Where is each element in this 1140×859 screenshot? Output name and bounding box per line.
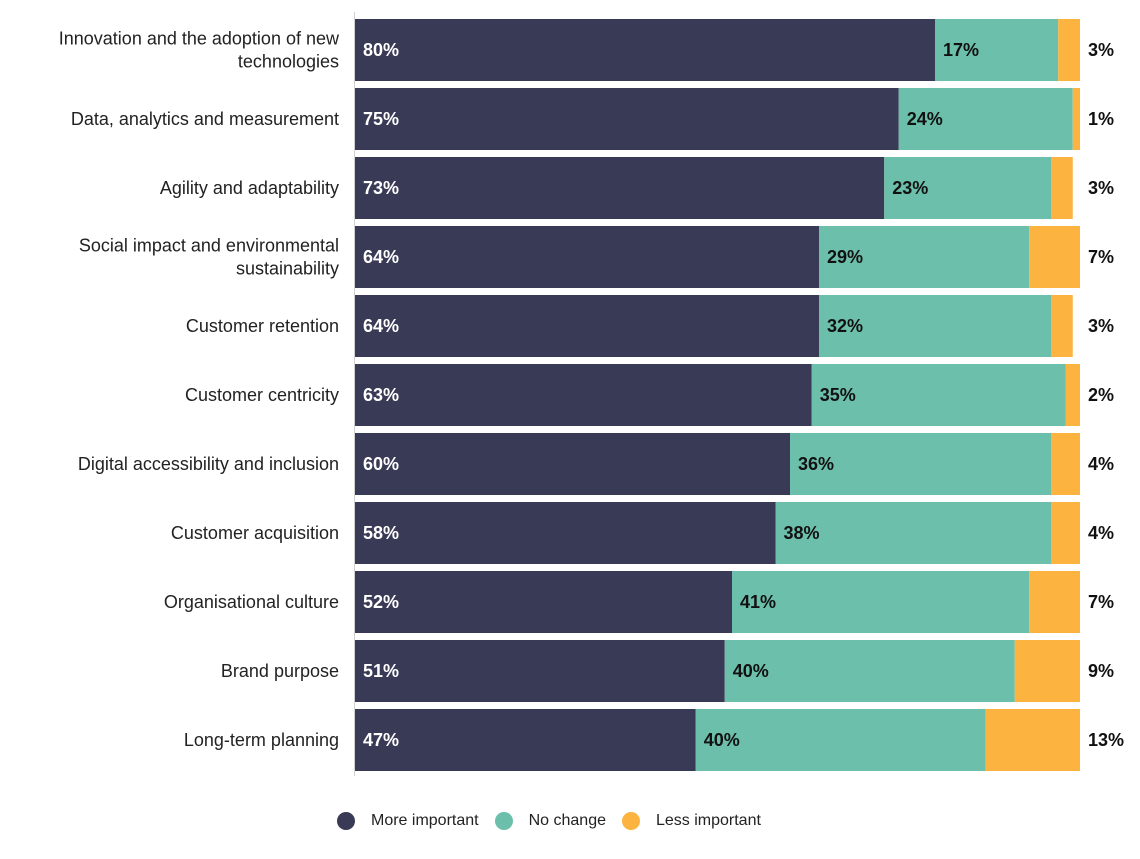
bar-segment-no-change [724, 640, 1015, 702]
bar-segment-more-important [355, 571, 732, 633]
category-label: Innovation and the adoption of new techno… [59, 29, 340, 72]
value-label-less-important: 4% [1088, 523, 1114, 543]
bar-segment-more-important [355, 364, 812, 426]
bar-segment-less-important [1029, 226, 1080, 288]
value-label-less-important: 9% [1088, 661, 1114, 681]
bar-segment-no-change [732, 571, 1030, 633]
value-label-no-change: 40% [733, 661, 769, 681]
value-label-more-important: 64% [363, 247, 399, 267]
value-label-no-change: 36% [798, 454, 834, 474]
value-label-more-important: 51% [363, 661, 399, 681]
value-label-less-important: 3% [1088, 316, 1114, 336]
value-label-no-change: 29% [827, 247, 863, 267]
value-label-less-important: 2% [1088, 385, 1114, 405]
bar-segment-less-important [1051, 295, 1073, 357]
bar-segment-more-important [355, 502, 776, 564]
stacked-bar-chart: 80% 17% 3% 75% 24% 1% 73% 23% 3% 64% 29% 7% 64% 32% 3%… [59, 12, 1124, 776]
bar-segment-more-important [355, 640, 725, 702]
value-label-more-important: 58% [363, 523, 399, 543]
value-label-less-important: 4% [1088, 454, 1114, 474]
legend-item-less-important[interactable]: Less important [621, 812, 761, 830]
bar-segment-more-important [355, 226, 819, 288]
value-label-no-change: 38% [784, 523, 820, 543]
legend-swatch [337, 812, 355, 830]
value-label-no-change: 41% [740, 592, 776, 612]
bar-segment-more-important [355, 157, 885, 219]
value-label-more-important: 75% [363, 109, 399, 129]
category-label: Brand purpose [221, 661, 339, 681]
bar-segment-more-important [355, 19, 935, 81]
legend-label: No change [528, 812, 606, 829]
category-label: Agility and adaptability [160, 178, 339, 198]
legend-swatch [621, 812, 640, 830]
value-label-no-change: 32% [827, 316, 863, 336]
category-label: Long-term planning [184, 730, 339, 750]
bar-segment-no-change [775, 502, 1051, 564]
category-label: Social impact and environmental sustainab… [79, 236, 339, 279]
value-label-more-important: 80% [363, 40, 399, 60]
value-label-no-change: 17% [943, 40, 979, 60]
value-label-no-change: 40% [704, 730, 740, 750]
value-label-no-change: 23% [892, 178, 928, 198]
bar-segment-no-change [884, 157, 1051, 219]
bar-segment-no-change [811, 364, 1066, 426]
value-label-less-important: 13% [1088, 730, 1124, 750]
bar-segment-no-change [790, 433, 1051, 495]
bar-segment-less-important [1072, 88, 1080, 150]
bar-segment-more-important [355, 709, 696, 771]
value-label-more-important: 73% [363, 178, 399, 198]
bars-group: 80% 17% 3% 75% 24% 1% 73% 23% 3% 64% 29% 7% 64% 32% 3%… [355, 19, 1124, 771]
category-label: Customer acquisition [171, 523, 339, 543]
value-label-no-change: 35% [820, 385, 856, 405]
legend-swatch [494, 812, 513, 830]
bar-segment-more-important [355, 433, 790, 495]
bar-segment-less-important [1051, 157, 1073, 219]
legend-item-no-change[interactable]: No change [494, 812, 606, 830]
bar-segment-less-important [1051, 502, 1080, 564]
value-label-no-change: 24% [907, 109, 943, 129]
bar-segment-less-important [985, 709, 1080, 771]
legend: More important No change Less important [337, 812, 777, 830]
bar-segment-no-change [819, 295, 1051, 357]
bar-segment-more-important [355, 88, 899, 150]
bar-segment-no-change [935, 19, 1059, 81]
category-label: Digital accessibility and inclusion [78, 454, 339, 474]
value-label-less-important: 7% [1088, 247, 1114, 267]
category-label: Organisational culture [164, 592, 339, 612]
legend-item-more-important[interactable]: More important [337, 812, 479, 830]
value-label-less-important: 7% [1088, 592, 1114, 612]
value-label-less-important: 1% [1088, 109, 1114, 129]
bar-segment-less-important [1014, 640, 1080, 702]
bar-segment-less-important [1029, 571, 1080, 633]
category-label: Customer retention [186, 316, 339, 336]
bar-segment-less-important [1051, 433, 1080, 495]
value-label-more-important: 52% [363, 592, 399, 612]
bar-segment-no-change [695, 709, 986, 771]
bar-segment-less-important [1058, 19, 1080, 81]
bar-segment-more-important [355, 295, 819, 357]
bar-segment-no-change [898, 88, 1073, 150]
value-label-more-important: 60% [363, 454, 399, 474]
value-label-more-important: 64% [363, 316, 399, 336]
category-label: Data, analytics and measurement [71, 109, 339, 129]
bar-segment-no-change [819, 226, 1030, 288]
value-label-less-important: 3% [1088, 178, 1114, 198]
bar-segment-less-important [1065, 364, 1080, 426]
value-label-more-important: 63% [363, 385, 399, 405]
value-label-less-important: 3% [1088, 40, 1114, 60]
value-label-more-important: 47% [363, 730, 399, 750]
legend-label: More important [371, 812, 479, 829]
category-labels: Innovation and the adoption of new techno… [59, 29, 340, 751]
category-label: Customer centricity [185, 385, 339, 405]
legend-label: Less important [655, 812, 761, 829]
